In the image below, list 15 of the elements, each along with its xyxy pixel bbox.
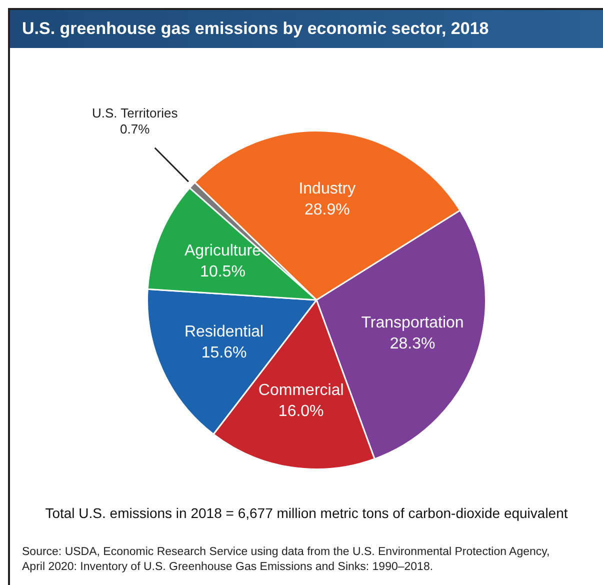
slice-label: Agriculture bbox=[184, 242, 262, 260]
source-note: Source: USDA, Economic Research Service using data from the U.S. Environmental Protection Agency, April 2020: Inventory of U.S. Greenhouse Gas Emissions and Sinks: 1990–2018. bbox=[22, 545, 551, 575]
data-label: 10.5% bbox=[200, 263, 246, 280]
slice-label: Industry bbox=[298, 180, 356, 198]
data-label: 16.0% bbox=[278, 402, 324, 420]
slice-label: Commercial bbox=[258, 382, 344, 399]
data-label: 0.7% bbox=[120, 121, 150, 136]
text: Total U.S. emissions in 2018 = 6,677 million metric tons of carbon-dioxide equivalent bbox=[44, 505, 569, 521]
chart-title: U.S. greenhouse gas emissions by economic sector, 2018 bbox=[10, 10, 603, 48]
slice-label: Transportation bbox=[361, 314, 464, 332]
slice-label: Residential bbox=[184, 323, 264, 340]
data-label: 28.9% bbox=[304, 201, 350, 218]
data-label: 15.6% bbox=[201, 344, 247, 362]
data-label: 28.3% bbox=[390, 335, 436, 352]
slice-label: U.S. Territories bbox=[92, 105, 178, 120]
